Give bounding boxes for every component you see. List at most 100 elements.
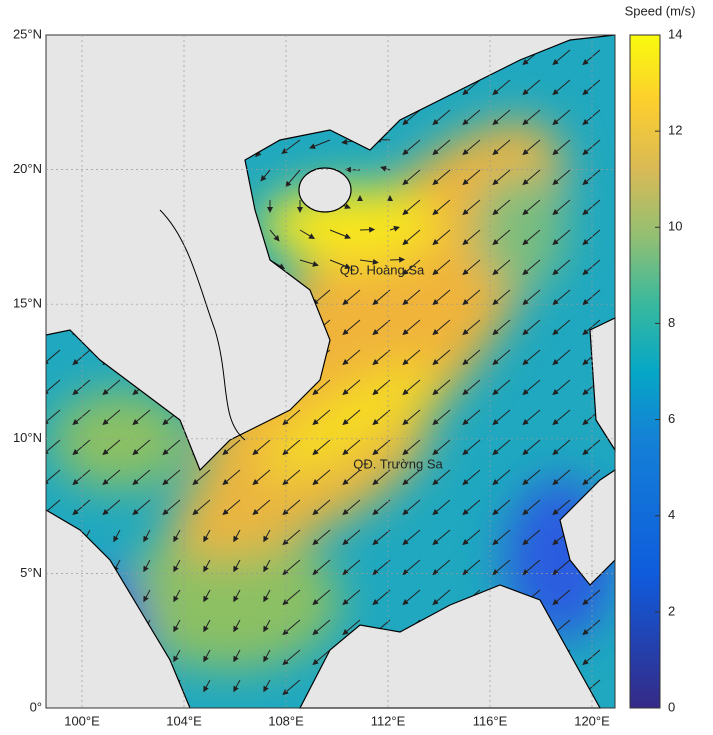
wind-arrow [462,199,481,216]
wind-arrow [522,199,541,216]
lon-label: 116°E [473,713,508,728]
wind-arrow [492,199,511,216]
wind-arrow [282,469,301,486]
wind-arrow [263,649,271,663]
wind-arrow [462,379,481,396]
wind-arrow [222,469,241,486]
wind-arrow [342,559,361,576]
wind-arrow [522,259,541,276]
wind-arrow [492,439,511,456]
wind-arrow [492,469,511,486]
wind-arrow [342,439,361,456]
wind-arrow [312,559,331,576]
wind-arrow [522,379,541,396]
wind-arrow [402,289,421,306]
wind-arrow [46,349,61,366]
wind-arrow [462,469,481,486]
wind-arrow [432,469,451,486]
wind-arrow [263,529,271,543]
wind-arrow [492,349,511,366]
wind-arrow [552,379,571,396]
wind-arrow [233,589,241,603]
wind-arrow [582,139,601,156]
wind-arrow [113,529,121,543]
wind-arrow [522,109,541,126]
wind-arrow [522,289,541,306]
wind-arrow [522,79,541,96]
wind-arrow [552,499,571,516]
lat-label: 0° [30,699,42,714]
colorbar [629,34,661,709]
wind-arrow [462,229,481,246]
wind-arrow [372,319,391,336]
wind-arrow [462,409,481,426]
wind-arrow [282,619,301,636]
wind-arrow [522,439,541,456]
wind-arrow [522,229,541,246]
wind-arrow [342,529,361,546]
wind-arrow [552,229,571,246]
wind-arrow [432,259,451,276]
wind-arrow [102,439,121,456]
wind-arrow [552,259,571,276]
wind-arrow [402,229,421,246]
wind-arrow [462,319,481,336]
wind-arrow [432,289,451,306]
wind-arrow [492,229,511,246]
wind-arrow [342,379,361,396]
wind-arrow [372,289,391,306]
wind-arrow [46,469,61,486]
wind-arrow [263,679,271,693]
wind-arrow [162,499,181,516]
wind-arrow [492,109,511,126]
wind-arrow [402,499,421,516]
wind-arrow [522,529,541,546]
wind-arrow [402,169,421,186]
wind-arrow [252,439,271,456]
wind-arrow [143,529,151,543]
wind-arrow [329,229,351,239]
wind-arrow [582,229,601,246]
wind-arrow [402,409,421,426]
lat-label: 5°N [20,565,42,580]
wind-arrow [582,109,601,126]
wind-arrow [102,379,121,396]
wind-arrow [462,559,481,576]
wind-arrow [72,379,91,396]
colorbar-tick-label: 0 [668,699,675,714]
wind-arrow [492,319,511,336]
wind-arrow [522,349,541,366]
wind-arrow [462,109,481,126]
wind-arrow [402,349,421,366]
wind-arrow [432,379,451,396]
wind-arrow [342,499,361,516]
wind-arrow [552,439,571,456]
wind-arrow [462,139,481,156]
colorbar-tick-label: 8 [668,315,675,330]
wind-arrow [260,169,271,182]
wind-arrow [72,469,91,486]
wind-arrow [233,529,241,543]
wind-arrow [552,49,571,66]
colorbar-tick-label: 10 [668,219,682,234]
wind-arrow [46,409,61,426]
wind-arrow [282,499,301,516]
wind-arrow [552,319,571,336]
wind-arrow [402,589,421,606]
wind-arrow [173,619,181,633]
wind-arrow [72,499,91,516]
wind-arrow [492,499,511,516]
lat-label: 20°N [13,161,42,176]
wind-arrow [372,409,391,426]
wind-arrow [462,529,481,546]
wind-arrow [203,679,211,693]
wind-arrow [282,649,301,666]
wind-arrow [552,589,571,606]
wind-arrow [372,559,391,576]
wind-arrow [462,349,481,366]
wind-arrow [252,469,271,486]
wind-arrow [282,439,301,456]
wind-arrow [46,499,61,516]
wind-arrow [402,139,421,156]
wind-arrow [203,649,211,663]
